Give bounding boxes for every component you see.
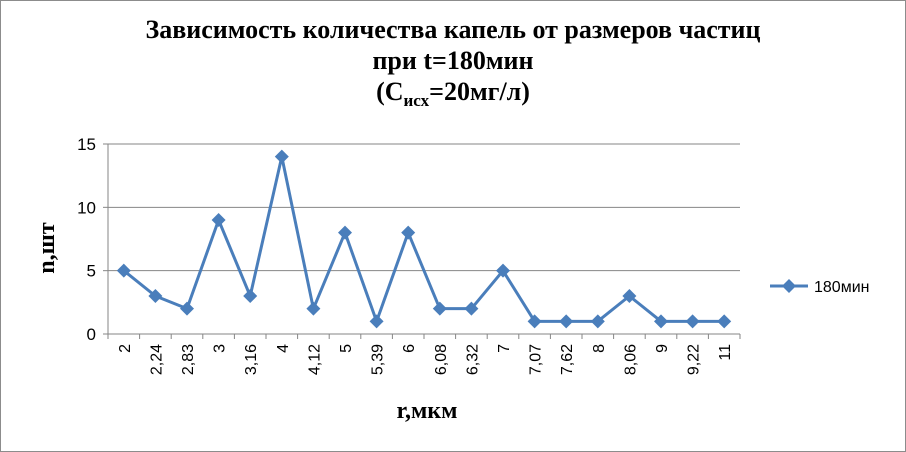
x-axis-label: r,мкм — [397, 398, 458, 424]
title-line3-suffix: =20мг/л) — [429, 77, 530, 106]
legend-marker-diamond — [782, 279, 796, 293]
x-tick-label: 8 — [591, 344, 608, 353]
x-tick-label: 4 — [275, 344, 292, 353]
x-tick-label: 2,24 — [148, 344, 165, 375]
data-point-marker — [243, 289, 258, 303]
x-tick-label: 5,39 — [370, 344, 387, 375]
y-tick-label: 15 — [77, 135, 96, 154]
gridlines — [108, 143, 740, 272]
data-point-marker — [622, 289, 637, 303]
data-point-marker — [527, 314, 542, 329]
data-point-marker — [369, 314, 384, 329]
data-point-marker — [590, 314, 605, 329]
x-tick-label: 2,83 — [180, 344, 197, 375]
data-point-marker — [717, 314, 732, 329]
series-line — [122, 155, 725, 323]
data-point-marker — [464, 301, 479, 316]
x-tick-label: 7,62 — [559, 344, 576, 375]
x-tick-label: 3,16 — [243, 344, 260, 375]
x-tick-label: 5 — [338, 344, 355, 353]
data-point-marker — [180, 301, 194, 316]
x-tick-label: 8,06 — [622, 344, 639, 375]
y-axis-label: n,шт — [34, 222, 60, 274]
chart-title-line2: при t=180мин — [372, 46, 534, 75]
x-tick-label: 7,07 — [528, 344, 545, 375]
x-tick-label: 4,12 — [306, 344, 323, 375]
y-tick-label: 10 — [77, 198, 96, 217]
series-layer — [116, 149, 732, 329]
x-tick-label: 3 — [212, 344, 229, 353]
data-point-marker — [559, 314, 574, 329]
data-point-marker — [211, 213, 226, 227]
data-point-marker — [148, 289, 163, 303]
title-line3-prefix: (C — [376, 77, 404, 106]
x-tick-label: 11 — [717, 344, 734, 361]
data-point-marker — [685, 314, 700, 329]
data-point-marker — [116, 263, 131, 278]
x-tick-label: 6,08 — [433, 344, 450, 375]
data-point-marker — [306, 301, 321, 316]
x-tick-label: 2 — [117, 344, 134, 353]
x-tick-label: 7 — [496, 344, 513, 353]
x-tick-label: 9 — [654, 344, 671, 353]
legend-label: 180мин — [814, 279, 869, 296]
legend: 180мин — [770, 279, 869, 296]
title-line3-subscript: исх — [403, 91, 430, 110]
data-point-marker — [432, 301, 447, 316]
y-tick-label: 0 — [87, 325, 96, 344]
chart-title-line3: (Cисх=20мг/л) — [0, 76, 906, 116]
data-point-marker — [654, 314, 668, 329]
x-tick-label: 6,32 — [464, 344, 481, 375]
x-tick-label: 9,22 — [686, 344, 703, 375]
chart-title: Зависимость количества капель от размеро… — [0, 14, 906, 116]
data-point-marker — [401, 225, 416, 240]
data-point-marker — [496, 263, 510, 278]
data-point-marker — [274, 149, 289, 164]
axes — [103, 143, 741, 339]
x-tick-labels: 2 2,24 2,83 3 3,16 4 4,12 5 5,39 6 6,08 6,32 7 7,07 7,… — [117, 344, 734, 375]
y-tick-label: 5 — [87, 262, 96, 281]
chart-title-line1: Зависимость количества капель от размеро… — [145, 15, 761, 44]
data-point-marker — [338, 225, 352, 240]
x-tick-label: 6 — [401, 344, 418, 353]
y-tick-labels: 0 5 10 15 — [77, 135, 96, 344]
